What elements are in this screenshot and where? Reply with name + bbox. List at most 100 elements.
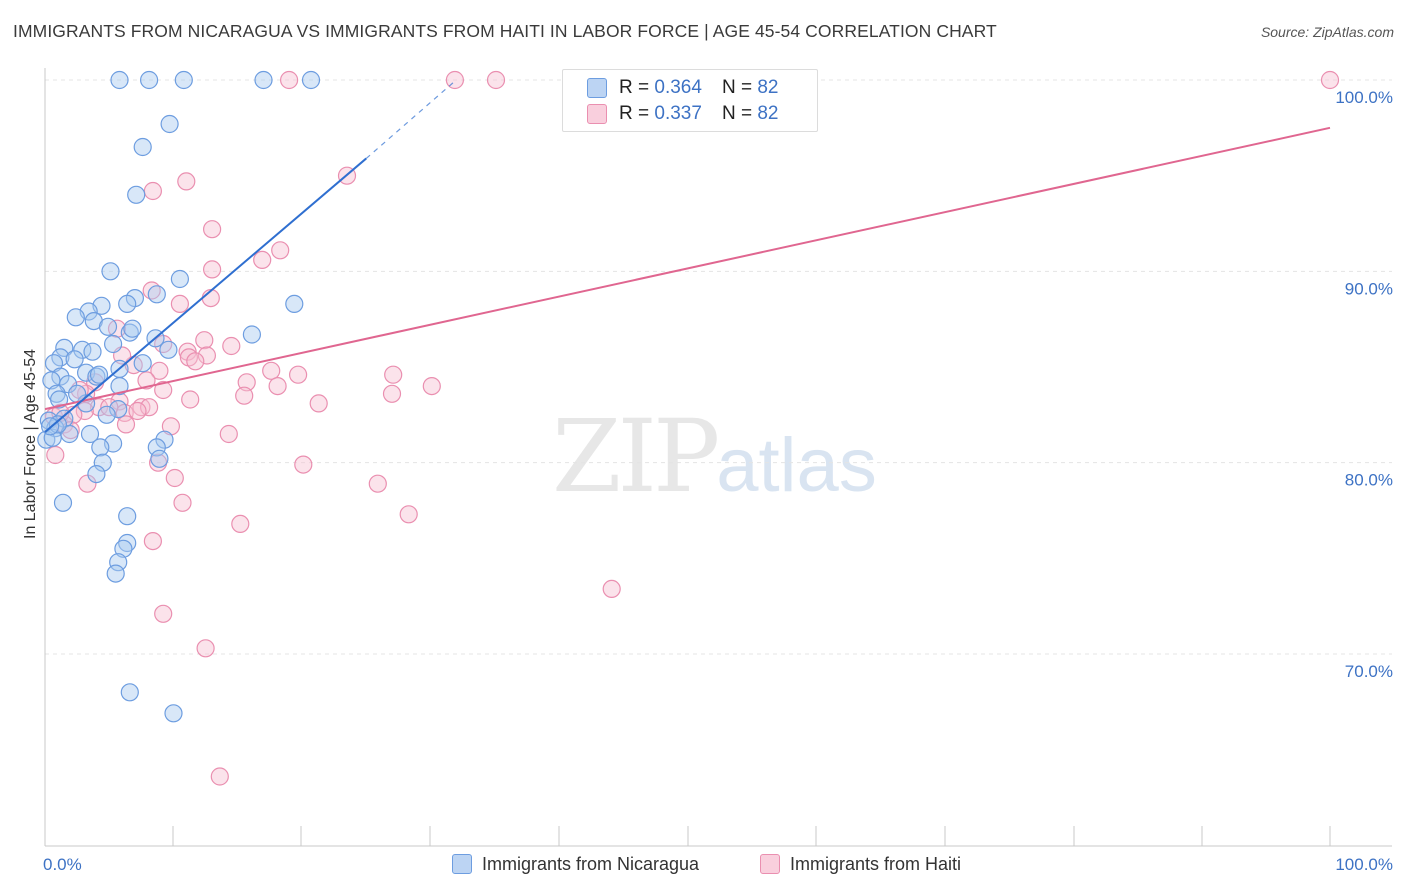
y-tick-label: 100.0% bbox=[1335, 88, 1393, 107]
bottom-legend-swatch-haiti bbox=[760, 854, 780, 874]
legend-n-value: 82 bbox=[757, 103, 779, 124]
nicaragua-point bbox=[103, 334, 123, 354]
haiti-point bbox=[253, 250, 272, 269]
nicaragua-point bbox=[140, 70, 159, 90]
nicaragua-point bbox=[101, 262, 120, 281]
nicaragua-point bbox=[159, 340, 178, 359]
nicaragua-point bbox=[118, 294, 137, 313]
bottom-legend-label-haiti: Immigrants from Haiti bbox=[790, 853, 962, 874]
bottom-legend-nicaragua: Immigrants from Nicaragua bbox=[452, 852, 699, 876]
nicaragua-point bbox=[43, 428, 62, 447]
haiti-point bbox=[399, 505, 418, 524]
tick-labels: 70.0% 80.0% 90.0% 100.0% 0.0% 100.0% bbox=[43, 88, 1393, 874]
nicaragua-point bbox=[87, 465, 106, 484]
nicaragua-point bbox=[155, 430, 174, 449]
haiti-point bbox=[128, 401, 147, 421]
haiti-point bbox=[203, 260, 222, 279]
x-tick-label: 0.0% bbox=[43, 855, 82, 874]
haiti-point bbox=[368, 474, 387, 493]
legend-r-value: 0.337 bbox=[654, 103, 702, 124]
nicaragua-trend-line bbox=[44, 157, 367, 433]
legend-swatch-haiti bbox=[587, 104, 607, 124]
bottom-legend-haiti: Immigrants from Haiti bbox=[760, 852, 961, 876]
nicaragua-point bbox=[150, 449, 169, 468]
legend-swatch-nicaragua bbox=[587, 78, 607, 98]
nicaragua-point bbox=[174, 70, 193, 90]
haiti-point bbox=[219, 424, 238, 444]
haiti-point bbox=[116, 415, 136, 434]
legend-r-label: R = bbox=[619, 103, 650, 124]
nicaragua-points bbox=[37, 70, 321, 723]
haiti-point bbox=[46, 445, 65, 465]
nicaragua-point bbox=[254, 70, 273, 90]
nicaragua-point bbox=[123, 319, 142, 338]
watermark-zip: ZIP bbox=[552, 398, 720, 515]
haiti-point bbox=[235, 386, 254, 405]
nicaragua-point bbox=[109, 400, 128, 419]
x-tick-label: 100.0% bbox=[1335, 855, 1393, 874]
haiti-point bbox=[289, 365, 308, 384]
legend-n-label: N = bbox=[721, 103, 753, 124]
haiti-point bbox=[137, 371, 156, 390]
haiti-point bbox=[197, 346, 216, 365]
nicaragua-point bbox=[133, 354, 152, 373]
haiti-point bbox=[382, 384, 402, 403]
haiti-point bbox=[170, 294, 189, 313]
nicaragua-point bbox=[301, 70, 321, 90]
nicaragua-point bbox=[118, 507, 137, 526]
nicaragua-point bbox=[91, 438, 110, 457]
legend-row-haiti: R = 0.337 N = 82 bbox=[587, 102, 778, 126]
nicaragua-point bbox=[66, 308, 85, 327]
haiti-point bbox=[178, 342, 197, 361]
legend-n-label: N = bbox=[721, 77, 753, 98]
haiti-trend-line bbox=[44, 126, 1331, 411]
nicaragua-point bbox=[65, 350, 84, 369]
nicaragua-point bbox=[114, 539, 133, 558]
nicaragua-point bbox=[49, 390, 69, 409]
haiti-point bbox=[186, 352, 205, 371]
legend-row-nicaragua: R = 0.364 N = 82 bbox=[587, 76, 778, 100]
nicaragua-point bbox=[87, 367, 106, 386]
haiti-point bbox=[222, 336, 241, 356]
nicaragua-point bbox=[147, 438, 166, 457]
haiti-point bbox=[271, 241, 290, 260]
haiti-point bbox=[165, 468, 184, 488]
nicaragua-point bbox=[120, 683, 139, 702]
haiti-point bbox=[143, 181, 162, 201]
haiti-point bbox=[140, 398, 159, 417]
nicaragua-point bbox=[164, 704, 183, 723]
haiti-point bbox=[602, 579, 621, 599]
haiti-point bbox=[177, 172, 196, 191]
nicaragua-point bbox=[83, 342, 102, 361]
nicaragua-point bbox=[110, 377, 129, 396]
y-axis-label: In Labor Force | Age 45-54 bbox=[22, 348, 39, 539]
haiti-point bbox=[294, 455, 313, 474]
haiti-point bbox=[1320, 70, 1340, 90]
haiti-point bbox=[195, 331, 214, 350]
nicaragua-point bbox=[93, 453, 112, 472]
haiti-point bbox=[181, 390, 200, 409]
nicaragua-point bbox=[51, 367, 70, 386]
gridlines bbox=[45, 79, 1392, 655]
haiti-point bbox=[150, 361, 169, 380]
nicaragua-point bbox=[97, 405, 116, 424]
haiti-point bbox=[203, 220, 222, 239]
haiti-point bbox=[154, 604, 173, 623]
nicaragua-point bbox=[98, 317, 118, 336]
haiti-point bbox=[143, 531, 162, 551]
source-label: Source: ZipAtlas.com bbox=[1260, 24, 1394, 40]
legend-n-value: 82 bbox=[757, 77, 779, 98]
haiti-point bbox=[268, 377, 287, 396]
nicaragua-point bbox=[160, 114, 179, 134]
haiti-point bbox=[422, 377, 441, 396]
y-tick-label: 90.0% bbox=[1345, 279, 1393, 298]
nicaragua-point bbox=[285, 294, 304, 313]
haiti-point bbox=[237, 373, 256, 392]
nicaragua-point bbox=[55, 338, 74, 357]
bottom-legend-label-nicaragua: Immigrants from Nicaragua bbox=[482, 853, 700, 874]
nicaragua-point bbox=[80, 424, 100, 444]
axes bbox=[44, 68, 1392, 847]
correlation-legend: R = 0.364 N = 82 R = 0.337 N = 82 bbox=[562, 69, 818, 132]
haiti-point bbox=[210, 767, 229, 786]
haiti-point bbox=[231, 514, 250, 534]
